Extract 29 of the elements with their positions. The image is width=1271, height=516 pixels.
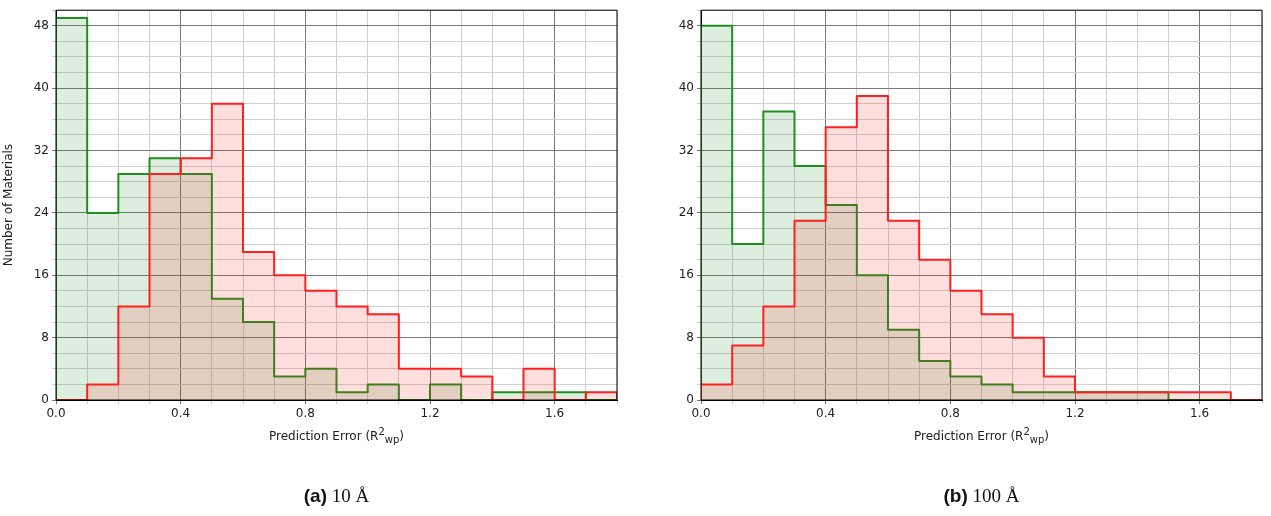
y-tick-label: 0 — [686, 392, 694, 407]
y-tick-label: 16 — [33, 267, 49, 282]
y-tick-label: 16 — [678, 267, 694, 282]
y-tick-label: 32 — [33, 142, 49, 157]
x-tick-label: 1.2 — [1065, 406, 1085, 421]
x-tick-label: 1.2 — [420, 406, 440, 421]
y-tick-label: 32 — [678, 142, 694, 157]
x-tick-label: 0.4 — [171, 406, 191, 421]
y-tick-label: 8 — [686, 329, 694, 344]
text: (a) 10 Å — [303, 485, 370, 506]
y-tick-label: 0 — [41, 392, 49, 407]
y-tick-label: 40 — [33, 80, 49, 95]
x-tick-label: 0.0 — [691, 406, 711, 421]
x-tick-label: 0.8 — [295, 406, 315, 421]
x-axis-title: Prediction Error (R$^{2}$$_{wp}$) — [912, 426, 1051, 446]
y-tick-label: 48 — [33, 17, 49, 32]
x-axis-title: Prediction Error (R$^{2}$$_{wp}$) — [267, 426, 406, 446]
x-tick-label: 1.6 — [545, 406, 565, 421]
y-tick-label: 8 — [41, 329, 49, 344]
y-tick-label: 24 — [678, 205, 694, 220]
x-tick-label: 0.8 — [940, 406, 960, 421]
x-tick-label: 1.6 — [1190, 406, 1210, 421]
x-tick-label: 0.4 — [816, 406, 836, 421]
y-tick-label: 48 — [678, 17, 694, 32]
y-tick-label: 40 — [678, 80, 694, 95]
text: (b) 100 Å — [943, 485, 1020, 506]
y-tick-label: 24 — [33, 205, 49, 220]
y-axis-title: Number of Materials — [1, 143, 16, 267]
x-tick-label: 0.0 — [46, 406, 66, 421]
